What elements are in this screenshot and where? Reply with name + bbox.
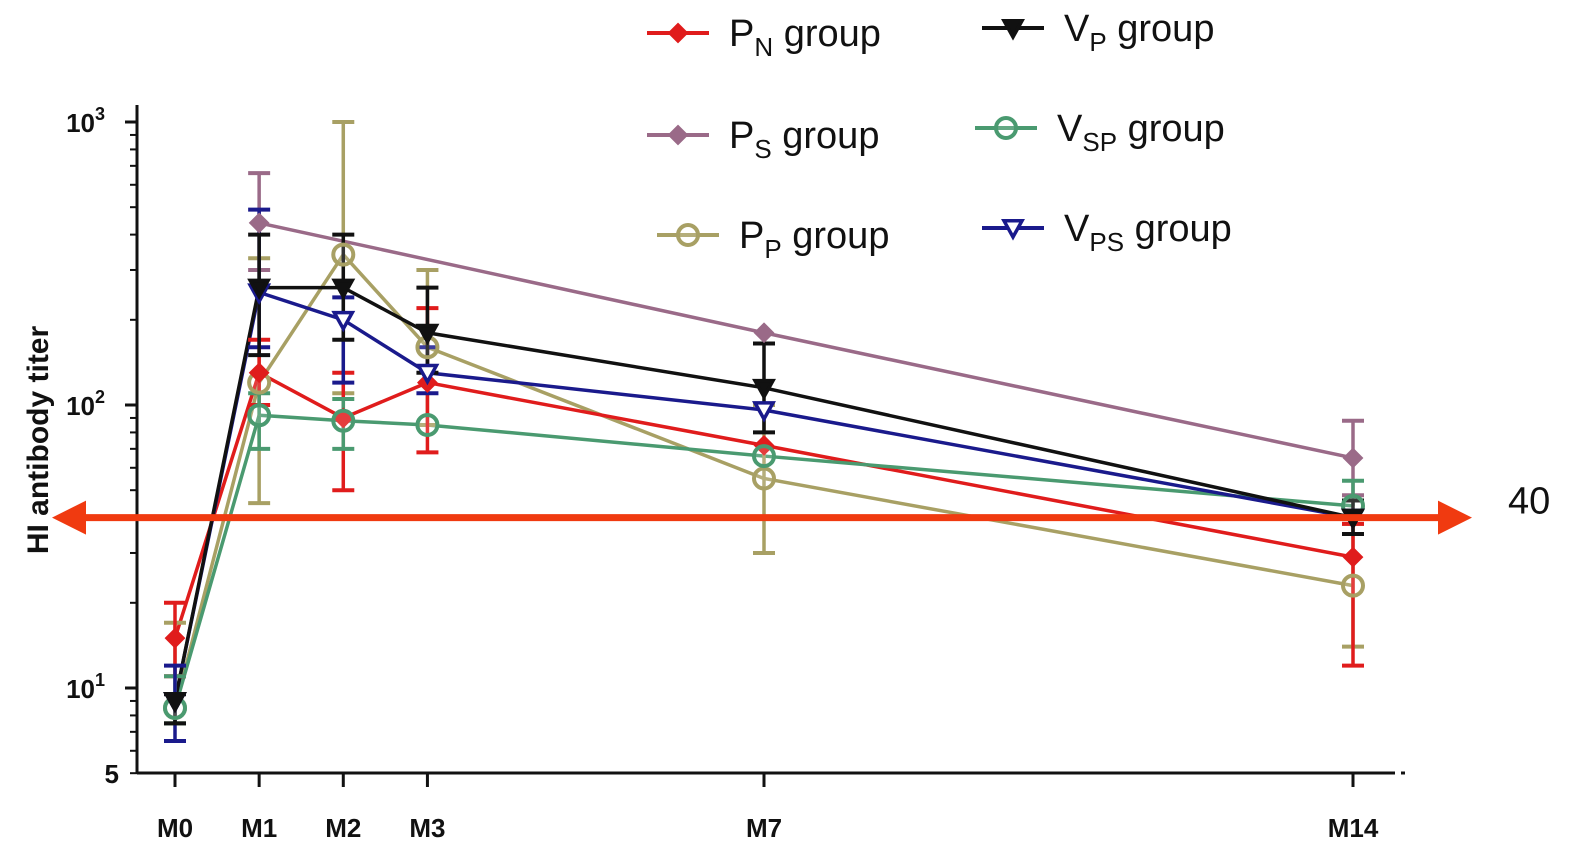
y-tick-exponent: 1 — [95, 670, 105, 690]
legend-label-letter: V — [1064, 208, 1090, 250]
y-tick-label: 102 — [66, 387, 105, 421]
legend-item: VP group — [982, 8, 1214, 57]
y-tick-base: 10 — [66, 674, 95, 704]
legend-label-letter: P — [729, 115, 754, 157]
data-point — [1341, 573, 1365, 598]
data-point — [247, 278, 272, 301]
legend-label-suffix: group — [1124, 208, 1232, 250]
legend-item: PS group — [647, 115, 879, 164]
data-point — [248, 212, 270, 234]
data-point — [331, 310, 356, 333]
data-point — [752, 378, 776, 401]
legend-label-subscript: P — [1089, 27, 1106, 57]
legend-label: VSP group — [1057, 108, 1225, 157]
data-point — [247, 403, 272, 428]
data-point — [1342, 546, 1364, 568]
data-point — [415, 363, 440, 386]
data-point — [752, 401, 776, 423]
x-tick-label: M0 — [157, 813, 193, 843]
legend-item: VPS group — [982, 208, 1232, 257]
x-tick-label: M2 — [325, 813, 361, 843]
legend-marker — [1001, 19, 1025, 41]
legend-label: VPS group — [1064, 208, 1232, 257]
legend-label: PS group — [729, 115, 879, 164]
x-tick-label: M3 — [409, 813, 445, 843]
y-axis-title: HI antibody titer — [22, 326, 55, 555]
x-tick-label: M1 — [241, 813, 277, 843]
data-point — [248, 362, 270, 384]
data-point — [1342, 447, 1364, 469]
legend-label-subscript: N — [754, 32, 773, 62]
legend-label-subscript: PS — [1089, 227, 1124, 257]
legend-marker — [676, 223, 700, 247]
legend-marker — [667, 22, 689, 44]
legend-marker — [994, 116, 1018, 140]
y-tick-base: 10 — [66, 391, 95, 421]
data-point — [752, 444, 776, 469]
reference-arrow-right — [1438, 500, 1472, 535]
legend-marker — [1001, 219, 1025, 241]
y-tick-label: 101 — [66, 670, 105, 704]
legend-label-letter: P — [729, 13, 754, 55]
legend-item: VSP group — [975, 108, 1225, 157]
series-line — [173, 413, 1354, 709]
series-line — [173, 285, 1354, 702]
y-tick-base: 10 — [66, 108, 95, 138]
y-tick-label: 5 — [105, 759, 119, 789]
legend-marker — [667, 124, 689, 146]
legend-label: VP group — [1064, 8, 1214, 57]
y-tick-exponent: 3 — [95, 104, 105, 124]
data-point — [164, 627, 186, 649]
data-point — [752, 466, 776, 491]
legend-label-letter: V — [1057, 108, 1083, 150]
legend-label: PN group — [729, 13, 881, 62]
legend-label-suffix: group — [772, 115, 880, 157]
legend-label: PP group — [739, 215, 889, 264]
data-point — [331, 242, 356, 267]
data-point — [331, 408, 356, 433]
legend-label-letter: V — [1064, 8, 1090, 50]
legend-label-subscript: P — [764, 234, 781, 264]
legend-label-suffix: group — [1107, 8, 1215, 50]
data-point — [163, 691, 187, 714]
x-tick-label: M7 — [746, 813, 782, 843]
x-tick-label: M14 — [1328, 813, 1379, 843]
series-line — [173, 251, 1354, 709]
data-point — [331, 278, 356, 301]
legend-label-suffix: group — [782, 215, 890, 257]
data-point — [415, 412, 440, 437]
reference-line-label: 40 — [1508, 481, 1550, 523]
data-point — [753, 322, 775, 344]
reference-line-group: 40 — [52, 481, 1550, 535]
legend-item: PN group — [647, 13, 881, 62]
legend-label-suffix: group — [1117, 108, 1225, 150]
y-tick-exponent: 2 — [95, 387, 105, 407]
legend-label-letter: P — [739, 215, 764, 257]
legend-label-suffix: group — [773, 13, 881, 55]
legend-item: PP group — [657, 215, 889, 264]
legend-label-subscript: S — [754, 134, 771, 164]
reference-arrow-left — [52, 500, 86, 535]
data-point — [415, 323, 440, 346]
y-tick-label: 103 — [66, 104, 105, 138]
plot-area — [163, 120, 1365, 743]
legend-label-subscript: SP — [1082, 127, 1117, 157]
